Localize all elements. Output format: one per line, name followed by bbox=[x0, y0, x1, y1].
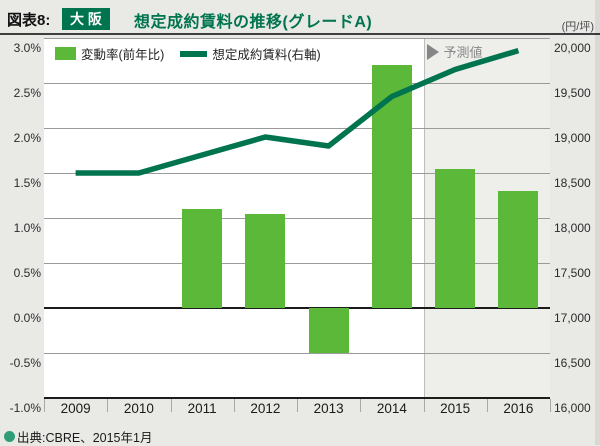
gridline bbox=[44, 128, 550, 129]
bar-legend-label: 変動率(前年比) bbox=[81, 48, 165, 62]
bar-2012 bbox=[245, 213, 286, 308]
y-tick-left-label: 0.0% bbox=[13, 311, 41, 325]
x-tick-separator bbox=[550, 399, 551, 412]
x-tick-label: 2012 bbox=[250, 401, 281, 416]
line-legend-label: 想定成約賃料(右軸) bbox=[212, 48, 321, 62]
x-tick-separator bbox=[360, 399, 362, 412]
y-tick-left-label: 3.0% bbox=[13, 41, 41, 55]
y-tick-right-label: 16,500 bbox=[554, 356, 591, 370]
x-tick-separator bbox=[233, 399, 235, 412]
gridline bbox=[44, 353, 550, 354]
y-tick-right-label: 16,000 bbox=[554, 401, 591, 415]
y-tick-right-label: 17,500 bbox=[554, 266, 591, 280]
y-tick-right-label: 19,000 bbox=[554, 131, 591, 145]
unit-label: (円/坪) bbox=[561, 21, 594, 33]
bar-legend-swatch bbox=[55, 47, 76, 60]
line-legend-swatch bbox=[180, 50, 208, 57]
y-tick-right-label: 20,000 bbox=[554, 41, 591, 55]
y-tick-right-label: 19,500 bbox=[554, 86, 591, 100]
x-tick-separator bbox=[486, 399, 488, 412]
plot-area: 変動率(前年比) 想定成約賃料(右軸) 予測値 bbox=[44, 38, 550, 399]
forecast-marker: 予測値 bbox=[426, 42, 483, 61]
bar-2011 bbox=[182, 209, 223, 308]
bar-2015 bbox=[435, 168, 476, 308]
y-tick-right-label: 18,500 bbox=[554, 176, 591, 190]
y-tick-left-label: 2.0% bbox=[13, 131, 41, 145]
chart-title: 想定成約賃料の推移(グレードA) bbox=[134, 14, 373, 31]
y-tick-left-label: 1.5% bbox=[13, 176, 41, 190]
y-tick-right-label: 18,000 bbox=[554, 221, 591, 235]
source-note: 出典:CBRE、2015年1月 bbox=[4, 427, 152, 446]
title-separator bbox=[0, 33, 600, 35]
source-text: 出典:CBRE、2015年1月 bbox=[17, 431, 153, 445]
legend: 変動率(前年比) 想定成約賃料(右軸) bbox=[55, 44, 321, 63]
y-tick-left-label: 0.5% bbox=[13, 266, 41, 280]
y-tick-left-label: 1.0% bbox=[13, 221, 41, 235]
gridline bbox=[44, 397, 550, 399]
rent-line bbox=[75, 47, 520, 176]
gridline bbox=[44, 307, 550, 309]
bar-2016 bbox=[498, 191, 539, 308]
gridline bbox=[44, 218, 550, 219]
y-tick-left-label: -0.5% bbox=[9, 356, 41, 370]
forecast-label: 予測値 bbox=[443, 45, 483, 60]
x-tick-label: 2014 bbox=[376, 401, 407, 416]
gridline bbox=[44, 38, 550, 39]
x-tick-separator bbox=[107, 399, 109, 412]
gridline bbox=[44, 173, 550, 174]
y-tick-left-label: 2.5% bbox=[13, 86, 41, 100]
x-tick-separator bbox=[44, 399, 45, 412]
x-tick-label: 2009 bbox=[60, 401, 91, 416]
bar-2013 bbox=[308, 308, 349, 353]
figure-label: 図表8: bbox=[7, 12, 51, 29]
x-tick-label: 2013 bbox=[313, 401, 344, 416]
y-tick-right-label: 17,000 bbox=[554, 311, 591, 325]
header: 図表8: 大 阪 想定成約賃料の推移(グレードA) (円/坪) bbox=[0, 0, 600, 34]
y-tick-left-label: -1.0% bbox=[9, 401, 41, 415]
source-bullet-icon bbox=[4, 431, 15, 442]
x-tick-separator bbox=[423, 399, 425, 412]
x-tick-label: 2011 bbox=[187, 401, 217, 416]
x-tick-label: 2016 bbox=[503, 401, 534, 416]
x-tick-label: 2010 bbox=[123, 401, 154, 416]
x-tick-label: 2015 bbox=[440, 401, 471, 416]
region-badge: 大 阪 bbox=[62, 8, 110, 30]
forecast-triangle-icon bbox=[426, 43, 439, 60]
x-tick-separator bbox=[170, 399, 172, 412]
gridline bbox=[44, 263, 550, 264]
gridline bbox=[44, 83, 550, 84]
x-tick-separator bbox=[297, 399, 298, 412]
